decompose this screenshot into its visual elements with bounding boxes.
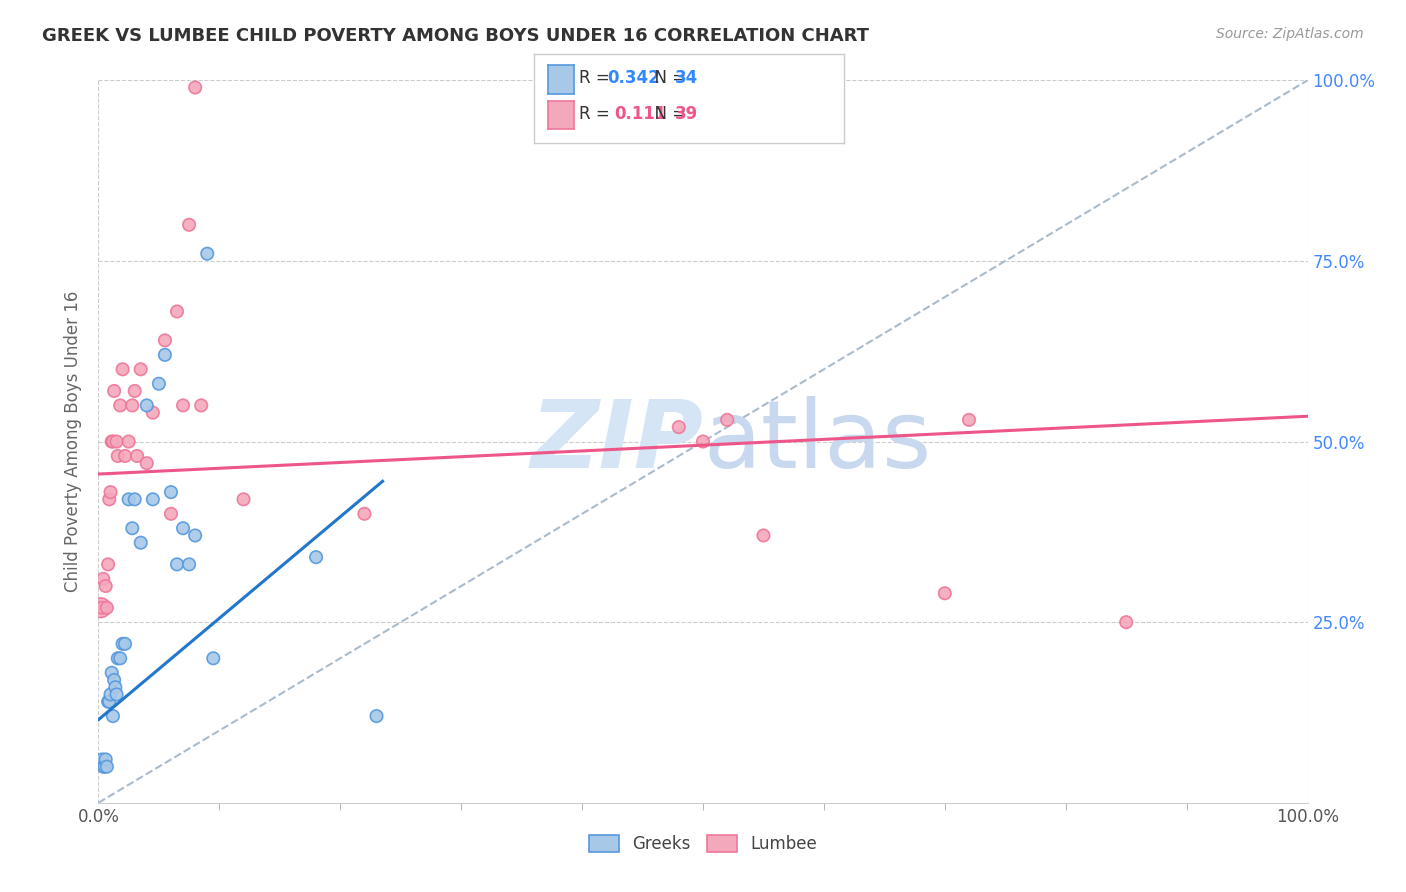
Point [127, 449, 149, 463]
Point [98, 695, 121, 709]
Text: GREEK VS LUMBEE CHILD POVERTY AMONG BOYS UNDER 16 CORRELATION CHART: GREEK VS LUMBEE CHILD POVERTY AMONG BOYS… [42, 27, 869, 45]
Point [129, 362, 152, 376]
Text: atlas: atlas [703, 395, 931, 488]
Point [90, 600, 112, 615]
Point [232, 492, 254, 507]
Point [100, 434, 122, 449]
Point [153, 348, 176, 362]
Point [91, 572, 114, 586]
Point [184, 528, 207, 542]
Point [190, 398, 212, 412]
Point [752, 528, 775, 542]
Point [934, 586, 956, 600]
Point [94, 752, 117, 766]
Point [353, 507, 375, 521]
Text: 39: 39 [675, 105, 699, 123]
Point [166, 304, 188, 318]
Point [121, 398, 143, 412]
Text: 0.342: 0.342 [607, 70, 661, 87]
Point [94, 579, 117, 593]
Point [142, 406, 165, 420]
Point [103, 384, 125, 398]
Point [366, 709, 388, 723]
Point [166, 558, 188, 572]
Point [172, 398, 194, 412]
Point [153, 334, 176, 348]
Point [105, 687, 128, 701]
Point [668, 420, 690, 434]
Point [716, 413, 738, 427]
Point [97, 695, 120, 709]
Point [118, 492, 141, 507]
Point [100, 687, 122, 701]
Point [160, 507, 183, 521]
Point [179, 558, 201, 572]
Text: N =: N = [644, 105, 692, 123]
Text: 34: 34 [675, 70, 699, 87]
Point [111, 637, 134, 651]
Point [114, 637, 136, 651]
Text: R =: R = [579, 105, 620, 123]
Point [104, 680, 127, 694]
Point [96, 760, 118, 774]
Point [100, 665, 122, 680]
Point [91, 752, 114, 766]
Point [111, 362, 134, 376]
Point [114, 449, 136, 463]
Text: N =: N = [644, 70, 692, 87]
Point [124, 492, 146, 507]
Point [148, 376, 170, 391]
Point [195, 246, 218, 260]
Text: R =: R = [579, 70, 616, 87]
Text: Source: ZipAtlas.com: Source: ZipAtlas.com [1216, 27, 1364, 41]
Point [93, 760, 115, 774]
Point [121, 521, 143, 535]
Point [957, 413, 980, 427]
Point [172, 521, 194, 535]
Point [91, 760, 114, 774]
Point [202, 651, 225, 665]
Point [160, 485, 183, 500]
Point [103, 673, 125, 687]
Legend: Greeks, Lumbee: Greeks, Lumbee [582, 828, 824, 860]
Point [692, 434, 714, 449]
Point [100, 485, 122, 500]
Point [184, 80, 207, 95]
Point [97, 558, 120, 572]
Point [124, 384, 146, 398]
Point [98, 492, 121, 507]
Point [142, 492, 165, 507]
Point [129, 535, 152, 549]
Point [108, 651, 131, 665]
Point [135, 456, 157, 470]
Point [135, 398, 157, 412]
Point [107, 449, 129, 463]
Point [118, 434, 141, 449]
Point [96, 600, 118, 615]
Point [101, 434, 124, 449]
Point [305, 550, 328, 565]
Point [101, 709, 124, 723]
Point [179, 218, 201, 232]
Point [107, 651, 129, 665]
Text: ZIP: ZIP [530, 395, 703, 488]
Point [91, 600, 114, 615]
Y-axis label: Child Poverty Among Boys Under 16: Child Poverty Among Boys Under 16 [65, 291, 83, 592]
Point [108, 398, 131, 412]
Point [105, 434, 128, 449]
Text: 0.111: 0.111 [614, 105, 666, 123]
Point [1115, 615, 1137, 630]
